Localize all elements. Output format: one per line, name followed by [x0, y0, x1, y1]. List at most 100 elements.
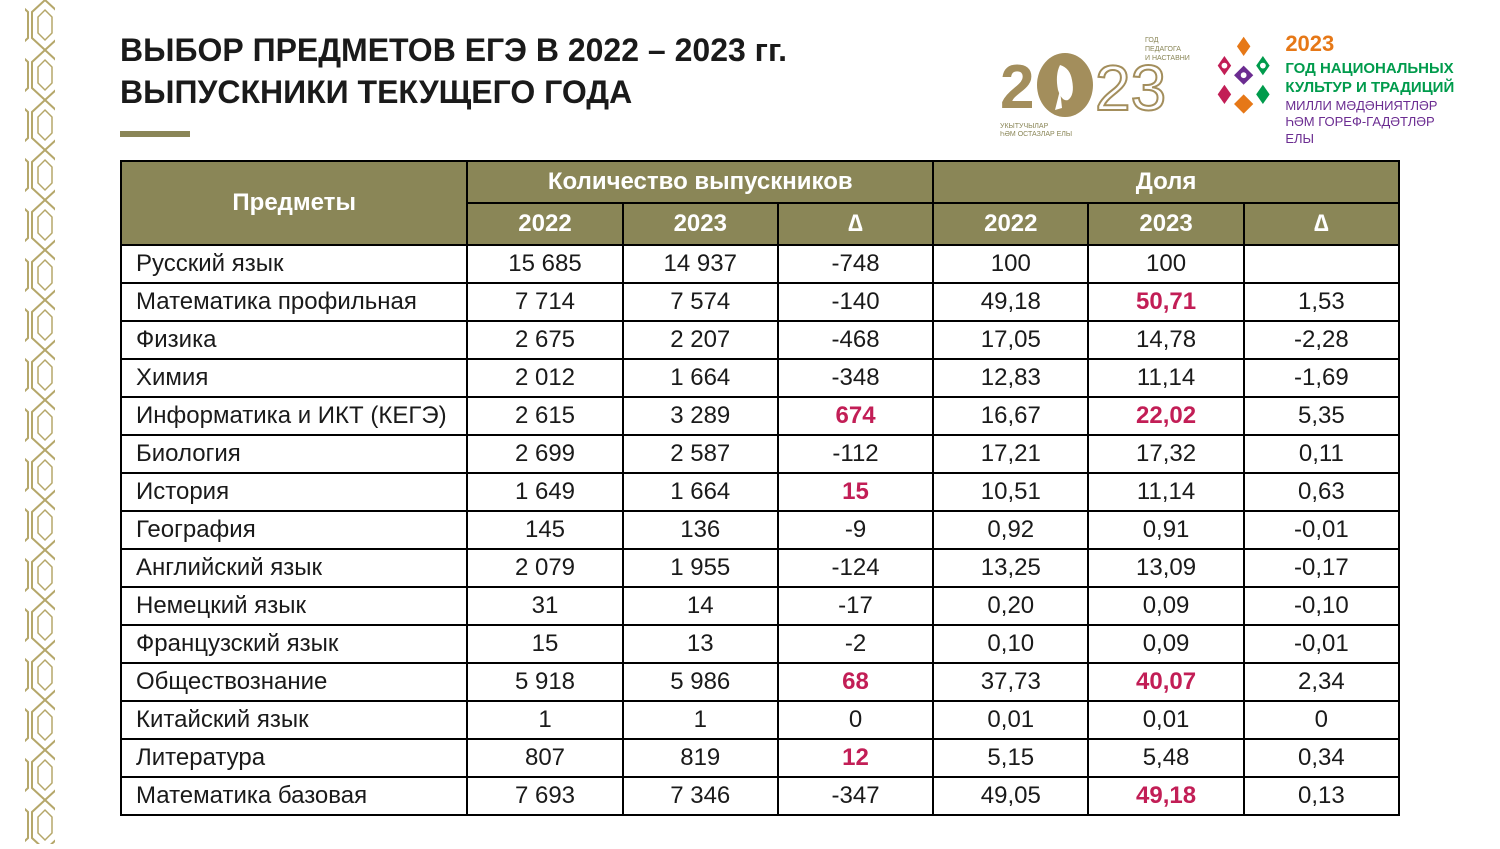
cell-subject: Французский язык: [121, 625, 467, 663]
left-ornament: [0, 0, 80, 844]
cell-s2023: 50,71: [1088, 283, 1243, 321]
table-row: Физика2 6752 207-46817,0514,78-2,28: [121, 321, 1399, 359]
cell-cDelta: -748: [778, 245, 933, 283]
svg-text:23: 23: [1095, 52, 1166, 124]
cell-c2023: 14 937: [623, 245, 778, 283]
th-subjects: Предметы: [121, 161, 467, 245]
cell-subject: Информатика и ИКТ (КЕГЭ): [121, 397, 467, 435]
culture-line2: КУЛЬТУР И ТРАДИЦИЙ: [1285, 78, 1460, 98]
cell-s2022: 0,10: [933, 625, 1088, 663]
cell-c2022: 15 685: [467, 245, 622, 283]
table-body: Русский язык15 68514 937-748100100Матема…: [121, 245, 1399, 815]
cell-subject: Литература: [121, 739, 467, 777]
cell-s2023: 49,18: [1088, 777, 1243, 815]
table-row: Немецкий язык3114-170,200,09-0,10: [121, 587, 1399, 625]
title-block: ВЫБОР ПРЕДМЕТОВ ЕГЭ В 2022 – 2023 гг. ВЫ…: [120, 30, 990, 137]
th-count-delta: ∆: [778, 203, 933, 245]
cell-c2022: 2 012: [467, 359, 622, 397]
cell-c2023: 14: [623, 587, 778, 625]
th-count-2022: 2022: [467, 203, 622, 245]
cell-sDelta: -0,01: [1244, 625, 1399, 663]
cell-subject: Обществознание: [121, 663, 467, 701]
table-row: География145136-90,920,91-0,01: [121, 511, 1399, 549]
cell-s2022: 49,05: [933, 777, 1088, 815]
culture-year: 2023: [1285, 30, 1460, 59]
cell-s2023: 14,78: [1088, 321, 1243, 359]
table-row: Химия2 0121 664-34812,8311,14-1,69: [121, 359, 1399, 397]
culture-text: 2023 ГОД НАЦИОНАЛЬНЫХ КУЛЬТУР И ТРАДИЦИЙ…: [1285, 30, 1460, 148]
cell-s2023: 11,14: [1088, 359, 1243, 397]
cell-c2022: 145: [467, 511, 622, 549]
cell-cDelta: 0: [778, 701, 933, 739]
title-line1: ВЫБОР ПРЕДМЕТОВ ЕГЭ В 2022 – 2023 гг.: [120, 32, 787, 68]
th-count-2023: 2023: [623, 203, 778, 245]
cell-c2022: 7 693: [467, 777, 622, 815]
cell-s2022: 17,21: [933, 435, 1088, 473]
cell-cDelta: -140: [778, 283, 933, 321]
table-row: Китайский язык1100,010,010: [121, 701, 1399, 739]
cell-cDelta: -112: [778, 435, 933, 473]
cell-sDelta: 0,34: [1244, 739, 1399, 777]
cell-sDelta: 0,63: [1244, 473, 1399, 511]
cell-cDelta: -9: [778, 511, 933, 549]
cell-subject: Биология: [121, 435, 467, 473]
cell-sDelta: -2,28: [1244, 321, 1399, 359]
cell-subject: География: [121, 511, 467, 549]
cell-c2022: 2 079: [467, 549, 622, 587]
cell-cDelta: -124: [778, 549, 933, 587]
cell-sDelta: -1,69: [1244, 359, 1399, 397]
cell-sDelta: [1244, 245, 1399, 283]
cell-c2022: 15: [467, 625, 622, 663]
table-row: Математика базовая7 6937 346-34749,0549,…: [121, 777, 1399, 815]
cell-subject: Химия: [121, 359, 467, 397]
cell-cDelta: -2: [778, 625, 933, 663]
cell-s2023: 0,01: [1088, 701, 1243, 739]
table-row: Французский язык1513-20,100,09-0,01: [121, 625, 1399, 663]
cell-s2022: 37,73: [933, 663, 1088, 701]
cell-subject: Китайский язык: [121, 701, 467, 739]
cell-c2022: 5 918: [467, 663, 622, 701]
cell-sDelta: 1,53: [1244, 283, 1399, 321]
cell-c2022: 31: [467, 587, 622, 625]
data-table: Предметы Количество выпускников Доля 202…: [120, 160, 1400, 816]
table-row: Английский язык2 0791 955-12413,2513,09-…: [121, 549, 1399, 587]
cell-sDelta: 0,11: [1244, 435, 1399, 473]
cell-c2023: 1 664: [623, 473, 778, 511]
cell-subject: Русский язык: [121, 245, 467, 283]
th-share-2022: 2022: [933, 203, 1088, 245]
culture-line1: ГОД НАЦИОНАЛЬНЫХ: [1285, 59, 1460, 79]
cell-c2023: 2 587: [623, 435, 778, 473]
cell-c2023: 5 986: [623, 663, 778, 701]
cell-s2023: 11,14: [1088, 473, 1243, 511]
cell-c2023: 136: [623, 511, 778, 549]
cell-cDelta: -468: [778, 321, 933, 359]
cell-cDelta: -348: [778, 359, 933, 397]
cell-s2023: 0,91: [1088, 511, 1243, 549]
table-row: Математика профильная7 7147 574-14049,18…: [121, 283, 1399, 321]
logos-block: ГОД ПЕДАГОГА И НАСТАВНИКА 2 23 УКЫТУЧЫЛА…: [990, 30, 1460, 140]
cell-s2023: 5,48: [1088, 739, 1243, 777]
cell-cDelta: -347: [778, 777, 933, 815]
table-row: История1 6491 6641510,5111,140,63: [121, 473, 1399, 511]
cell-subject: История: [121, 473, 467, 511]
logo-pedagog-2023: ГОД ПЕДАГОГА И НАСТАВНИКА 2 23 УКЫТУЧЫЛА…: [990, 30, 1190, 140]
table-row: Информатика и ИКТ (КЕГЭ)2 6153 28967416,…: [121, 397, 1399, 435]
culture-line3: МИЛЛИ МӘДӘНИЯТЛӘР: [1285, 98, 1460, 115]
culture-ornament-icon: [1210, 30, 1277, 130]
cell-c2022: 2 675: [467, 321, 622, 359]
cell-s2022: 100: [933, 245, 1088, 283]
cell-s2023: 13,09: [1088, 549, 1243, 587]
cell-c2023: 819: [623, 739, 778, 777]
cell-c2023: 3 289: [623, 397, 778, 435]
cell-c2022: 1: [467, 701, 622, 739]
cell-s2022: 5,15: [933, 739, 1088, 777]
cell-subject: Немецкий язык: [121, 587, 467, 625]
logo-culture-2023: 2023 ГОД НАЦИОНАЛЬНЫХ КУЛЬТУР И ТРАДИЦИЙ…: [1210, 30, 1460, 140]
cell-c2022: 807: [467, 739, 622, 777]
cell-sDelta: -0,10: [1244, 587, 1399, 625]
cell-subject: Физика: [121, 321, 467, 359]
title-underline: [120, 131, 190, 137]
th-share: Доля: [933, 161, 1399, 203]
svg-text:ҺӘМ ОСТАЗЛАР ЕЛЫ: ҺӘМ ОСТАЗЛАР ЕЛЫ: [1000, 131, 1072, 138]
cell-c2022: 2 615: [467, 397, 622, 435]
